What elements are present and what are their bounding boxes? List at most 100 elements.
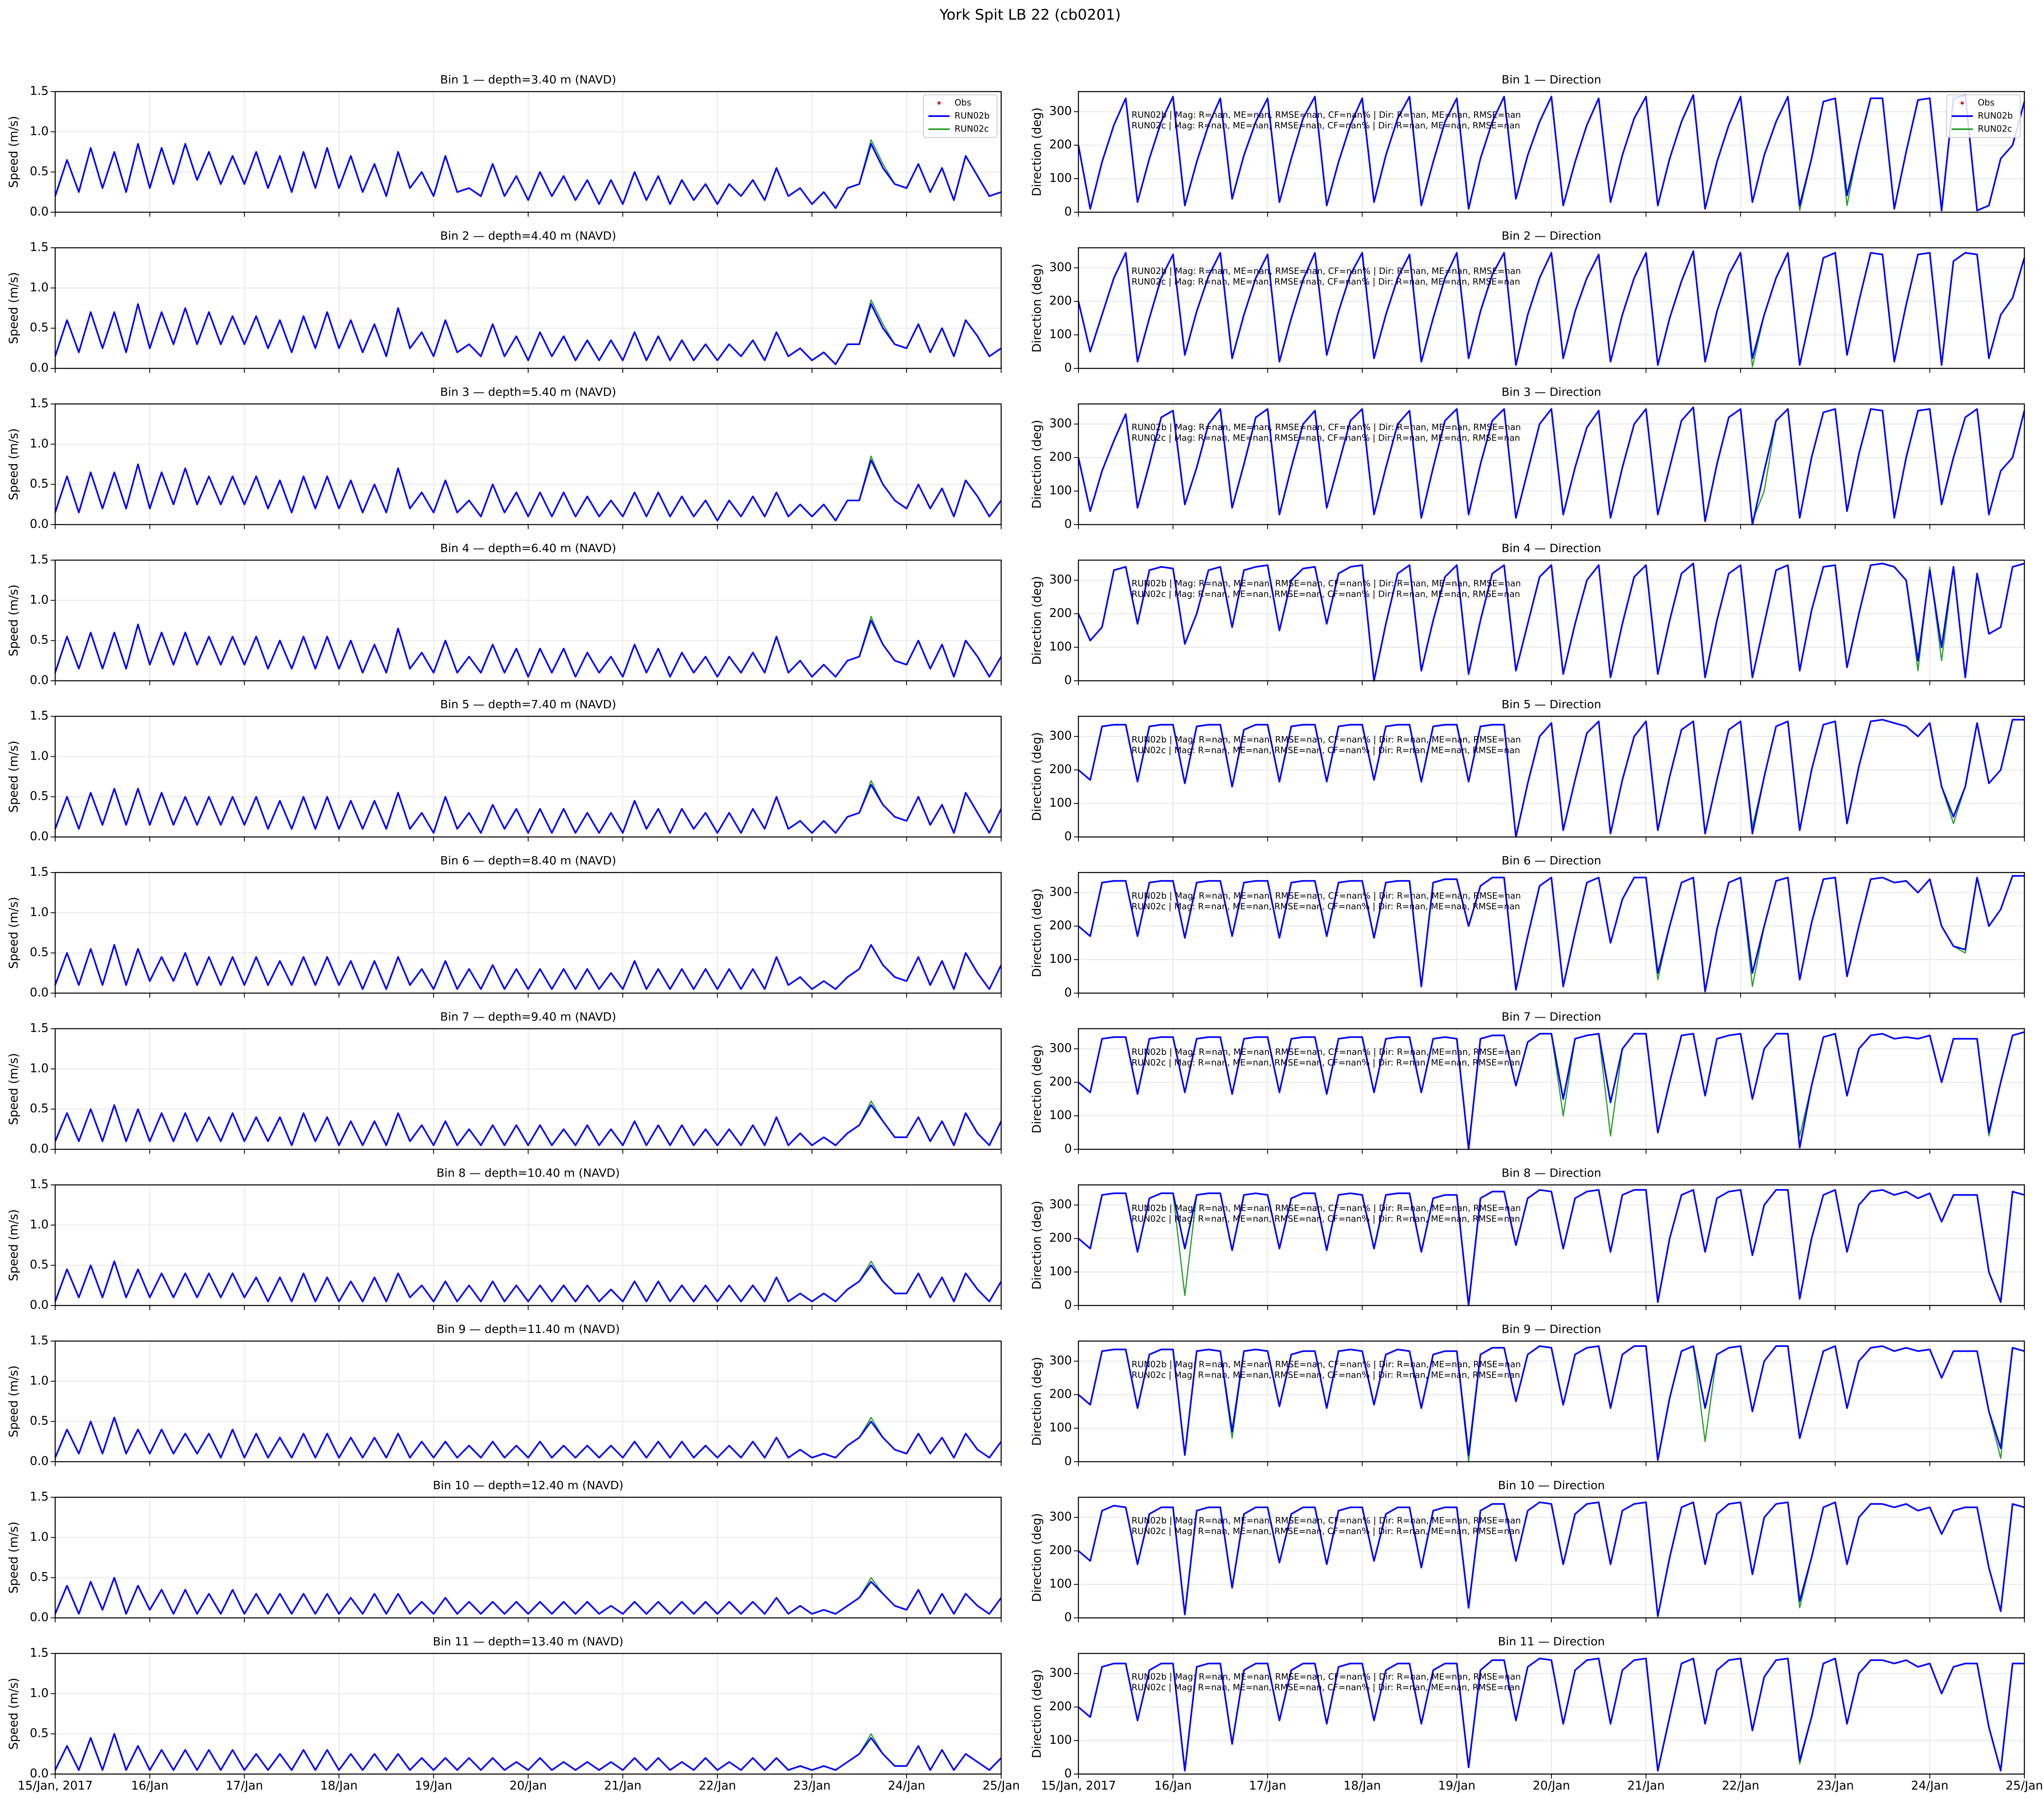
series-line: [1078, 1501, 2025, 1617]
series-line: [1078, 1345, 2025, 1461]
y-tick-label: 300: [1049, 885, 1072, 899]
panel-title: Bin 1 — Direction: [1502, 73, 1601, 86]
y-axis-label: Direction (deg): [1030, 1357, 1044, 1446]
y-axis-label: Speed (m/s): [7, 1366, 20, 1438]
panel-title: Bin 1 — depth=3.40 m (NAVD): [440, 73, 616, 86]
y-tick-label: 100: [1049, 327, 1072, 341]
y-tick-label: 200: [1049, 294, 1072, 307]
legend-box: [923, 94, 997, 138]
y-tick-label: 1.5: [30, 1177, 49, 1191]
y-tick-label: 100: [1049, 1577, 1072, 1590]
y-tick-label: 200: [1049, 1231, 1072, 1245]
legend-marker: [937, 101, 941, 105]
stats-text: RUN02c | Mag: R=nan, ME=nan, RMSE=nan, C…: [1132, 121, 1520, 131]
y-tick-label: 100: [1049, 639, 1072, 653]
y-tick-label: 300: [1049, 1510, 1072, 1523]
y-tick-label: 1.5: [30, 1646, 49, 1660]
panel-title: Bin 9 — Direction: [1502, 1322, 1601, 1336]
panel-title: Bin 11 — depth=13.40 m (NAVD): [433, 1635, 623, 1648]
y-tick-label: 100: [1049, 952, 1072, 966]
stats-text: RUN02b | Mag: R=nan, ME=nan, RMSE=nan, C…: [1132, 1359, 1521, 1370]
y-tick-label: 0: [1065, 1298, 1072, 1312]
legend-label: Obs: [955, 98, 971, 108]
x-tick-label: 24/Jan: [888, 1779, 925, 1792]
y-axis-label: Speed (m/s): [7, 428, 20, 500]
series-line: [1078, 563, 2025, 682]
panel-title: Bin 5 — Direction: [1502, 698, 1601, 711]
axes-frame: [54, 1184, 1002, 1306]
axes-frame: [54, 91, 1002, 213]
axes-frame: [1078, 247, 2025, 369]
x-tick-label: 18/Jan: [320, 1779, 358, 1792]
y-tick-label: 0: [1065, 1142, 1072, 1155]
y-tick-label: 200: [1049, 606, 1072, 620]
panel-title: Bin 8 — depth=10.40 m (NAVD): [437, 1166, 620, 1180]
x-tick-label: 22/Jan: [699, 1779, 736, 1792]
y-tick-label: 300: [1049, 104, 1072, 118]
stats-text: RUN02c | Mag: R=nan, ME=nan, RMSE=nan, C…: [1132, 433, 1520, 443]
panel-title: Bin 2 — Direction: [1502, 229, 1601, 242]
y-tick-label: 1.0: [30, 124, 49, 138]
y-tick-label: 1.0: [30, 436, 49, 450]
stats-text: RUN02c | Mag: R=nan, ME=nan, RMSE=nan, C…: [1132, 1214, 1520, 1224]
axes-frame: [1078, 1653, 2025, 1775]
y-tick-label: 1.5: [30, 240, 49, 254]
y-axis-label: Speed (m/s): [7, 1678, 20, 1750]
stats-text: RUN02c | Mag: R=nan, ME=nan, RMSE=nan, C…: [1132, 902, 1520, 912]
panel: 0 100 200 300 Bin 8 — Direction Direction (de…: [1030, 1166, 2025, 1312]
series-line: [1078, 1658, 2024, 1772]
series-line: [54, 619, 1002, 678]
panel-title: Bin 3 — depth=5.40 m (NAVD): [440, 385, 616, 399]
axes-frame: [54, 716, 1002, 838]
legend-label: RUN02c: [1978, 124, 2012, 134]
y-tick-label: 0.5: [30, 1726, 49, 1740]
y-tick-label: 1.0: [30, 749, 49, 763]
y-tick-label: 1.0: [30, 592, 49, 606]
panel-title: Bin 7 — depth=9.40 m (NAVD): [440, 1010, 616, 1023]
stats-text: RUN02b | Mag: R=nan, ME=nan, RMSE=nan, C…: [1132, 266, 1521, 276]
series-line: [1078, 406, 2025, 525]
y-tick-label: 300: [1049, 1197, 1072, 1211]
y-tick-label: 200: [1049, 1543, 1072, 1557]
y-axis-label: Direction (deg): [1030, 888, 1044, 978]
y-axis-label: Speed (m/s): [7, 1053, 20, 1125]
y-tick-label: 1.0: [30, 1530, 49, 1543]
y-tick-label: 0: [1065, 1766, 1072, 1780]
panel: 0 100 200 300 Bin 7 — Direction Direction (de…: [1030, 1010, 2025, 1155]
figure-title: York Spit LB 22 (cb0201): [939, 7, 1121, 23]
axes-frame: [1078, 1028, 2025, 1150]
y-tick-label: 0: [1065, 204, 1072, 218]
y-tick-label: 0.5: [30, 945, 49, 959]
stats-text: RUN02c | Mag: R=nan, ME=nan, RMSE=nan, C…: [1132, 1682, 1520, 1693]
panel: 0.0 0.5 1.0 1.5 Bin 7 — depth=9.40 m (NAVD) S…: [7, 1010, 1002, 1155]
y-axis-label: Speed (m/s): [7, 272, 20, 344]
x-tick-label: 17/Jan: [1249, 1779, 1286, 1792]
panel: 0.0 0.5 1.0 1.5 Bin 5 — depth=7.40 m (NAVD) S…: [7, 698, 1002, 843]
y-tick-label: 200: [1049, 1387, 1072, 1401]
y-tick-label: 1.0: [30, 1686, 49, 1700]
x-tick-label: 23/Jan: [793, 1779, 831, 1792]
y-tick-label: 1.5: [30, 84, 49, 98]
stats-text: RUN02b | Mag: R=nan, ME=nan, RMSE=nan, C…: [1132, 1672, 1521, 1682]
legend-label: RUN02b: [955, 111, 990, 121]
y-axis-label: Direction (deg): [1030, 576, 1044, 665]
y-tick-label: 300: [1049, 572, 1072, 586]
y-tick-label: 1.5: [30, 552, 49, 566]
y-tick-label: 1.0: [30, 1061, 49, 1075]
legend-box: [1946, 94, 2021, 138]
y-tick-label: 1.5: [30, 709, 49, 722]
series-line: [54, 459, 1002, 522]
y-tick-label: 300: [1049, 1353, 1072, 1367]
panel: 0 100 200 300 Bin 1 — Direction Direction (de…: [1030, 73, 2025, 218]
y-axis-label: Direction (deg): [1030, 1669, 1044, 1759]
y-tick-label: 1.5: [30, 1333, 49, 1347]
y-axis-label: Speed (m/s): [7, 897, 20, 969]
axes-frame: [1078, 91, 2025, 213]
series-line: [54, 1733, 1002, 1771]
y-tick-label: 0.5: [30, 789, 49, 803]
series-line: [54, 1416, 1002, 1459]
x-tick-label: 17/Jan: [226, 1779, 263, 1792]
panel-title: Bin 7 — Direction: [1502, 1010, 1601, 1023]
